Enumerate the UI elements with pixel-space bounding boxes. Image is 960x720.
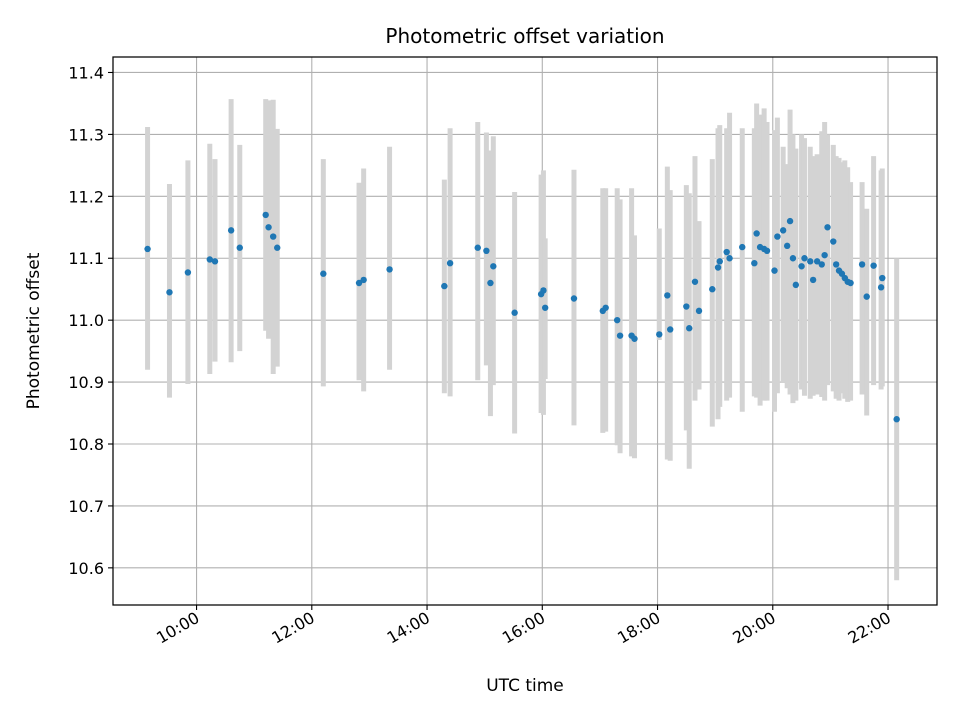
data-point (771, 267, 778, 274)
data-point (602, 304, 609, 311)
data-point (144, 245, 151, 253)
data-point (441, 282, 448, 290)
y-tick-label: 10.9 (68, 373, 104, 392)
data-point (877, 284, 885, 291)
data-point (695, 307, 703, 315)
data-point (870, 262, 877, 269)
data-point (763, 247, 771, 255)
data-point (570, 295, 578, 302)
y-tick-label: 11.2 (68, 187, 104, 206)
y-tick-label: 11.4 (68, 63, 104, 82)
data-point (832, 261, 840, 268)
y-axis-title: Photometric offset (24, 252, 44, 409)
y-tick-label: 11.0 (68, 311, 104, 330)
data-point (487, 279, 494, 287)
data-point (847, 279, 854, 287)
x-axis-title: UTC time (486, 676, 564, 696)
data-point (858, 261, 866, 268)
data-points (144, 211, 900, 423)
data-point (893, 416, 900, 423)
data-point (483, 247, 490, 255)
data-point (807, 258, 814, 265)
data-point (211, 258, 219, 265)
y-tick-label: 11.3 (68, 125, 104, 144)
data-point (691, 278, 699, 285)
data-point (818, 261, 825, 268)
data-point (716, 258, 723, 265)
data-point (798, 263, 805, 270)
data-point (709, 286, 716, 293)
data-point (809, 276, 817, 284)
y-tick-label: 10.8 (68, 435, 104, 454)
data-point (227, 227, 235, 234)
y-tick-label: 11.1 (68, 249, 104, 268)
data-point (774, 233, 781, 240)
data-point (236, 244, 243, 251)
data-point (739, 243, 746, 251)
data-point (779, 227, 787, 234)
data-point (166, 289, 173, 296)
data-point (879, 274, 886, 282)
data-point (821, 251, 828, 259)
data-point (863, 293, 870, 300)
data-point (656, 331, 663, 338)
data-point (265, 224, 272, 231)
data-point (541, 304, 549, 311)
data-point (511, 309, 518, 316)
data-point (386, 266, 393, 273)
data-point (269, 233, 277, 240)
data-point (801, 255, 808, 262)
y-tick-label: 10.6 (68, 559, 104, 578)
data-point (786, 217, 794, 225)
data-point (726, 255, 733, 262)
y-tick-label: 10.7 (68, 497, 104, 516)
data-point (723, 248, 730, 256)
data-point (184, 269, 192, 276)
data-point (664, 292, 671, 299)
data-point (667, 326, 674, 333)
data-point (686, 325, 693, 332)
data-point (613, 316, 621, 324)
chart-title: Photometric offset variation (385, 24, 664, 48)
data-point (753, 230, 760, 237)
data-point (616, 332, 624, 339)
data-point (824, 224, 831, 231)
data-point (789, 255, 797, 262)
data-point (683, 303, 690, 310)
data-point (274, 244, 281, 251)
data-point (474, 244, 481, 251)
data-point (813, 258, 821, 265)
data-point (262, 211, 269, 219)
data-point (540, 287, 547, 294)
data-point (792, 281, 800, 289)
data-point (714, 264, 722, 271)
data-point (446, 259, 454, 267)
data-point (631, 335, 638, 342)
data-point (360, 276, 367, 284)
data-point (355, 279, 363, 287)
data-point (830, 238, 837, 245)
data-point (320, 270, 327, 277)
data-point (206, 256, 214, 263)
data-point (490, 263, 497, 270)
data-point (783, 242, 791, 250)
plot-frame (112, 56, 938, 606)
data-point (751, 259, 758, 267)
